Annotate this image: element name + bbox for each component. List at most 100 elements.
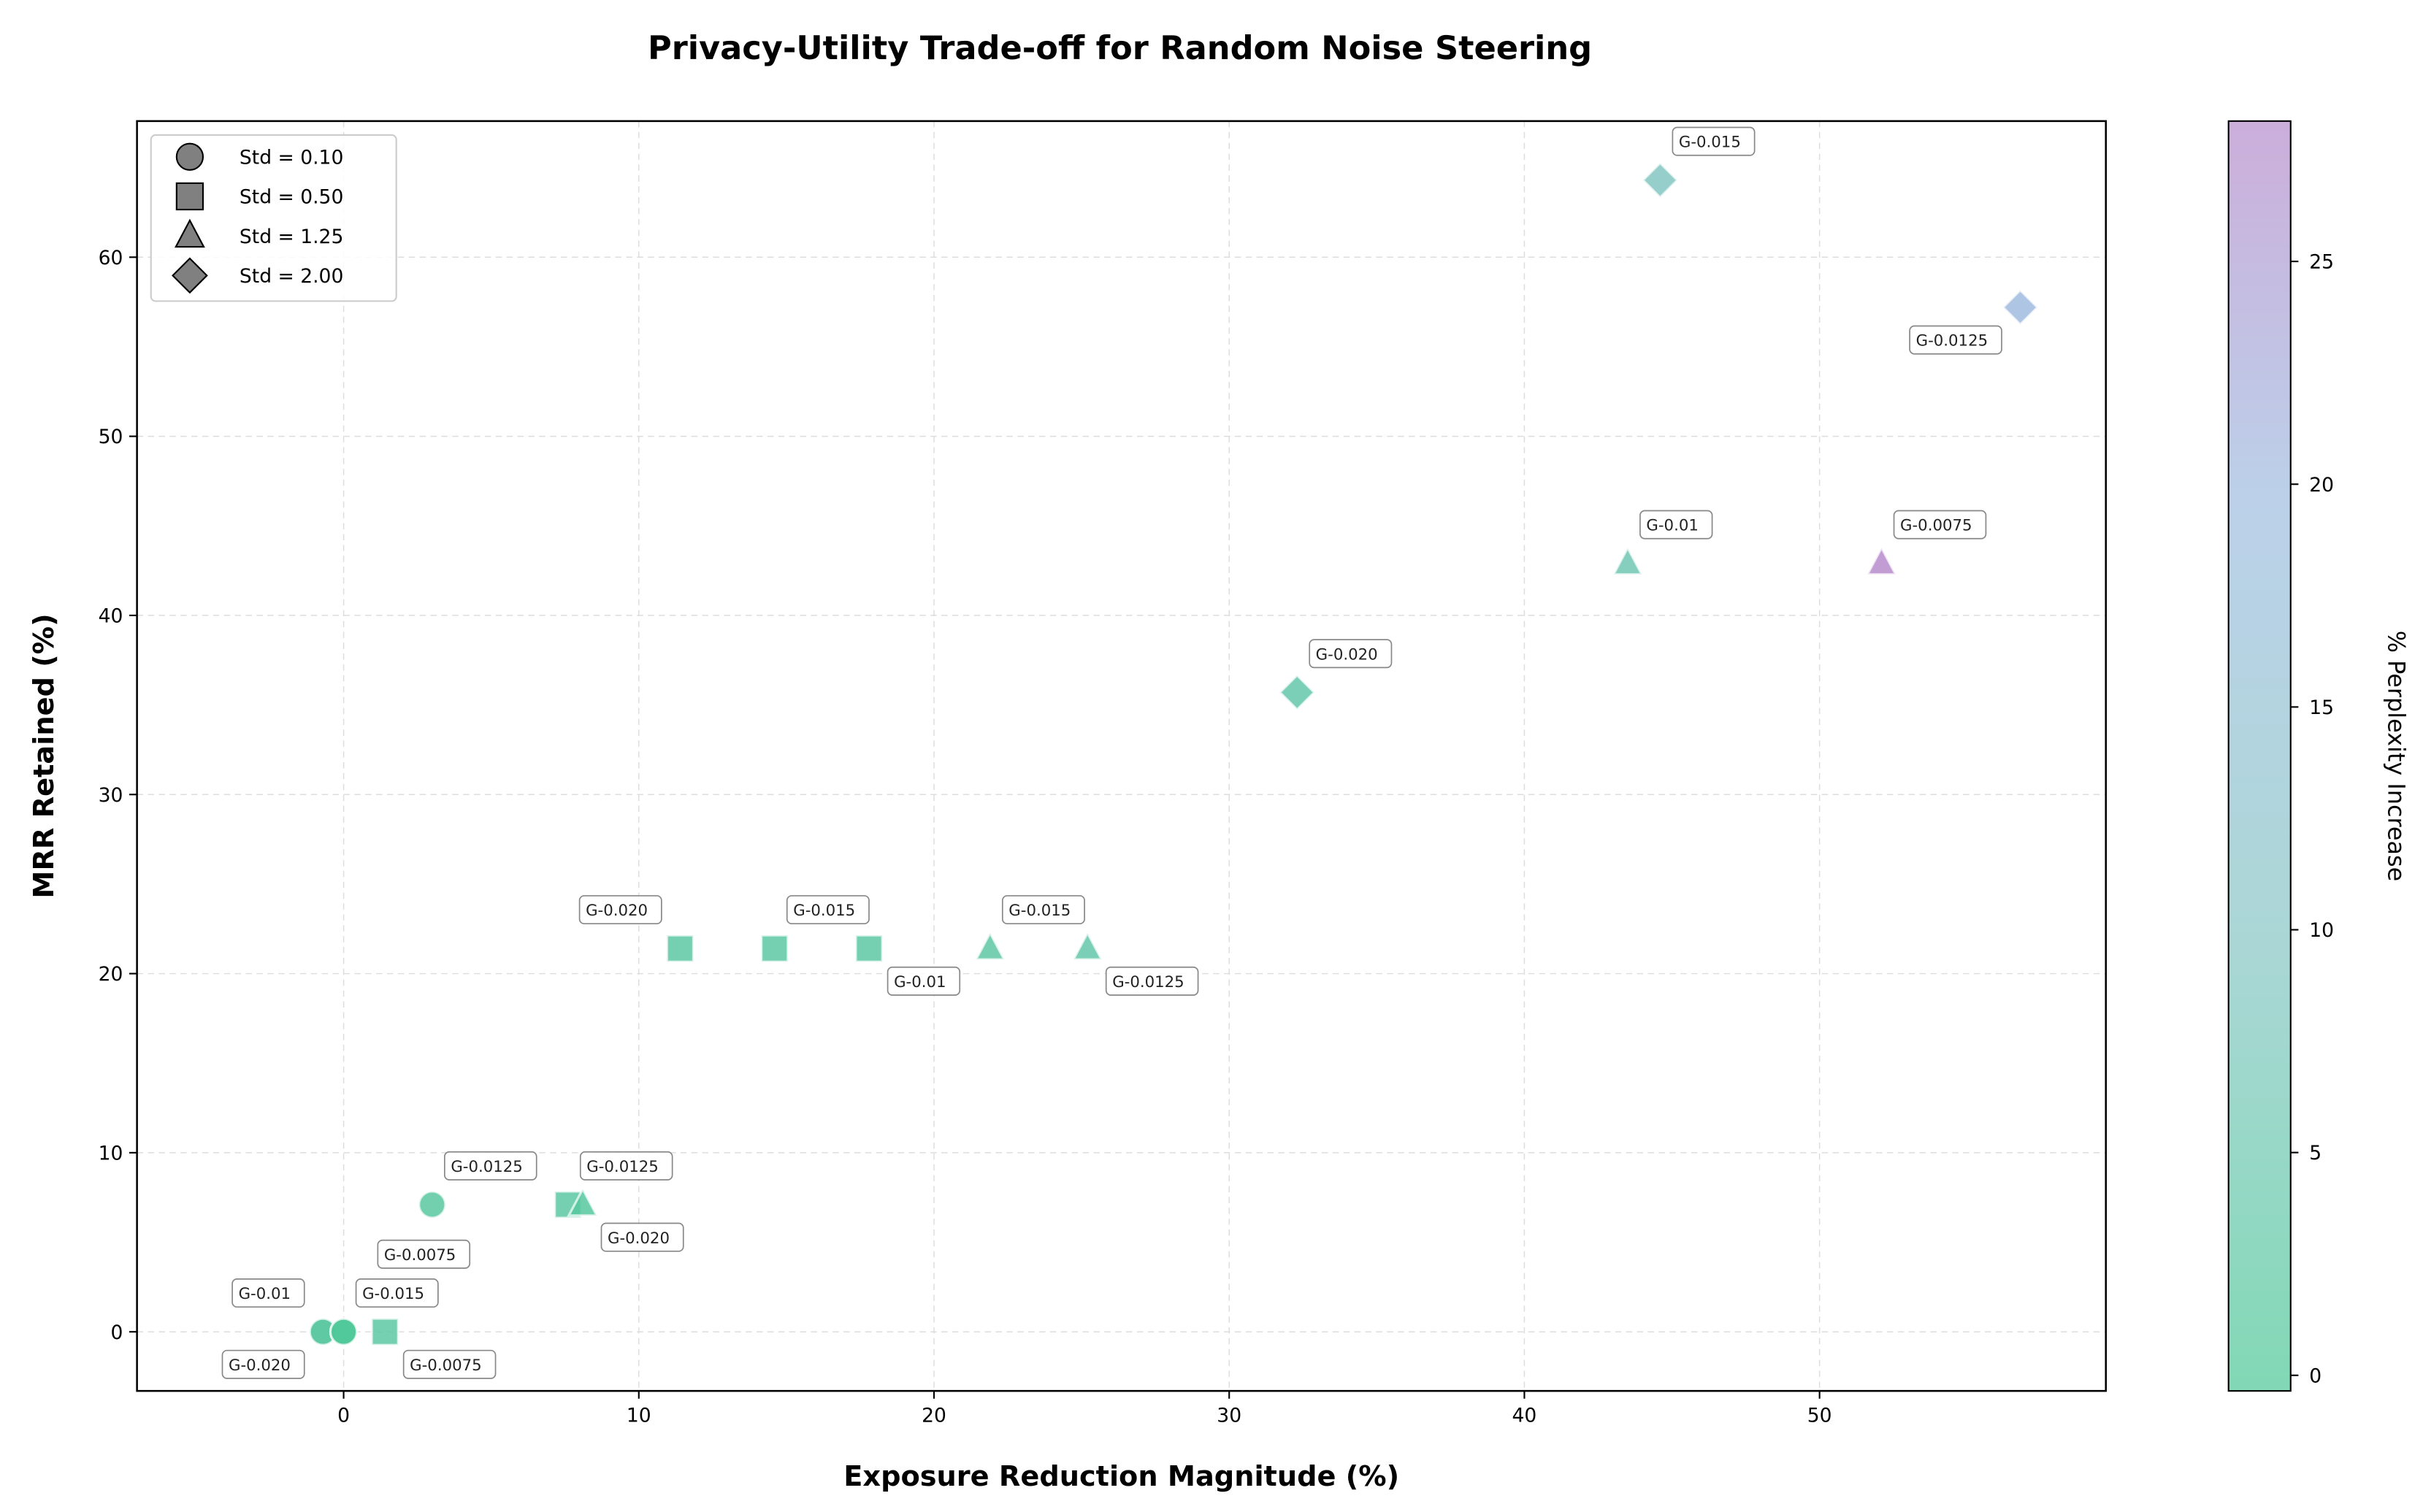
point-annotation: G-0.015 [1672, 126, 1756, 156]
annotation-label: G-0.015 [1679, 134, 1741, 152]
annotation-box [231, 1278, 305, 1308]
point-annotation: G-0.0125 [1105, 966, 1199, 996]
annotation-label: G-0.0125 [1112, 973, 1184, 991]
data-point-square [370, 1317, 399, 1346]
legend-label: Std = 0.50 [240, 186, 343, 209]
y-tick-label: 40 [99, 605, 123, 627]
data-points [308, 161, 2040, 1346]
point-annotation: G-0.020 [1309, 639, 1393, 669]
data-point-triangle [1612, 545, 1644, 576]
colorbar-tick-label: 20 [2309, 474, 2334, 496]
annotation-label: G-0.0075 [1900, 517, 1972, 535]
annotation-box [1909, 325, 2002, 355]
point-annotation: G-0.015 [786, 895, 870, 925]
point-annotation: G-0.020 [221, 1349, 305, 1379]
annotation-box [377, 1239, 471, 1269]
data-point-triangle [1865, 545, 1898, 576]
colorbar: 0 5 10 15 20 25 % Perplexity Increase [2227, 120, 2411, 1392]
data-point-square [854, 934, 884, 963]
annotation-label: G-0.0125 [1916, 332, 1988, 350]
colorbar-tick-label: 5 [2309, 1142, 2321, 1164]
legend-marker-diamond [172, 257, 208, 294]
data-point-square [665, 934, 695, 963]
point-annotation: G-0.01 [887, 966, 961, 996]
x-axis-label: Exposure Reduction Magnitude (%) [843, 1460, 1399, 1493]
data-point-diamond [1278, 673, 1316, 712]
annotation-label: G-0.020 [229, 1356, 291, 1375]
point-annotation: G-0.0125 [443, 1151, 537, 1181]
point-annotation: G-0.020 [578, 895, 662, 925]
point-annotation: G-0.015 [355, 1278, 439, 1308]
annotation-box [1893, 510, 1987, 540]
legend-label: Std = 0.10 [240, 146, 343, 169]
annotation-label: G-0.020 [1316, 645, 1378, 664]
legend-marker-circle [175, 142, 204, 171]
annotation-box [600, 1222, 684, 1252]
y-axis-label: MRR Retained (%) [28, 613, 61, 898]
annotation-label: G-0.01 [894, 973, 946, 991]
point-annotation: G-0.01 [1639, 510, 1713, 540]
annotation-label: G-0.0125 [451, 1158, 523, 1176]
legend-label: Std = 1.25 [240, 226, 343, 248]
data-point-triangle [567, 1186, 599, 1217]
x-tick-label: 40 [1512, 1405, 1537, 1427]
y-tick-label: 10 [99, 1142, 123, 1164]
point-annotation: G-0.015 [1001, 895, 1085, 925]
annotation-label: G-0.020 [586, 902, 648, 920]
annotation-label: G-0.0125 [586, 1158, 658, 1176]
data-point-triangle [1071, 930, 1103, 961]
annotation-box [402, 1349, 497, 1379]
annotation-label: G-0.015 [1008, 902, 1071, 920]
colorbar-gradient [2227, 120, 2292, 1392]
colorbar-tick-label: 0 [2309, 1365, 2321, 1387]
point-annotation: G-0.0125 [1909, 325, 2002, 355]
annotation-box [1639, 510, 1713, 540]
y-tick-label: 30 [99, 784, 123, 807]
data-point-circle [418, 1190, 447, 1219]
data-point-circle [329, 1317, 359, 1346]
annotation-box [786, 895, 870, 925]
x-tick-label: 30 [1217, 1405, 1241, 1427]
annotation-box [1309, 639, 1393, 669]
legend-box [150, 134, 397, 302]
annotation-label: G-0.0075 [384, 1246, 456, 1265]
x-tick-label: 50 [1807, 1405, 1832, 1427]
point-annotation: G-0.0075 [1893, 510, 1987, 540]
y-tick-label: 20 [99, 963, 123, 986]
plot-frame [136, 120, 2108, 1392]
annotation-label: G-0.01 [239, 1285, 291, 1303]
data-point-diamond [1641, 161, 1680, 199]
legend-marker-triangle [175, 218, 205, 248]
annotation-label: G-0.01 [1646, 517, 1698, 535]
data-point-diamond [2001, 288, 2040, 326]
y-tick-label: 50 [99, 426, 123, 448]
legend-marker-square [175, 182, 204, 211]
point-annotation: G-0.0075 [377, 1239, 471, 1269]
colorbar-ticks: 0 5 10 15 20 25 [2290, 251, 2334, 1387]
annotation-label: G-0.015 [793, 902, 855, 920]
colorbar-tick-label: 25 [2309, 251, 2334, 274]
annotation-box [221, 1349, 305, 1379]
annotation-box [579, 1151, 673, 1181]
colorbar-tick-label: 10 [2309, 919, 2334, 942]
x-tick-label: 10 [627, 1405, 651, 1427]
annotation-box [443, 1151, 537, 1181]
data-point-square [760, 934, 789, 963]
y-tick-label: 0 [111, 1321, 123, 1344]
legend-label: Std = 2.00 [240, 265, 343, 288]
annotation-box [355, 1278, 439, 1308]
chart-title: Privacy-Utility Trade-off for Random Noi… [648, 29, 1592, 67]
annotation-box [1672, 126, 1756, 156]
annotation-box [887, 966, 961, 996]
data-point-triangle [974, 930, 1006, 961]
point-annotation: G-0.01 [231, 1278, 305, 1308]
point-annotation: G-0.020 [600, 1222, 684, 1252]
y-tick-label: 60 [99, 247, 123, 269]
annotation-label: G-0.015 [362, 1285, 424, 1303]
x-tick-label: 20 [922, 1405, 946, 1427]
annotation-box [1105, 966, 1199, 996]
point-annotation: G-0.0125 [579, 1151, 673, 1181]
x-tick-label: 0 [337, 1405, 350, 1427]
axis-ticks: 0 10 20 30 40 50 0 10 20 30 40 50 60 [99, 247, 1832, 1427]
